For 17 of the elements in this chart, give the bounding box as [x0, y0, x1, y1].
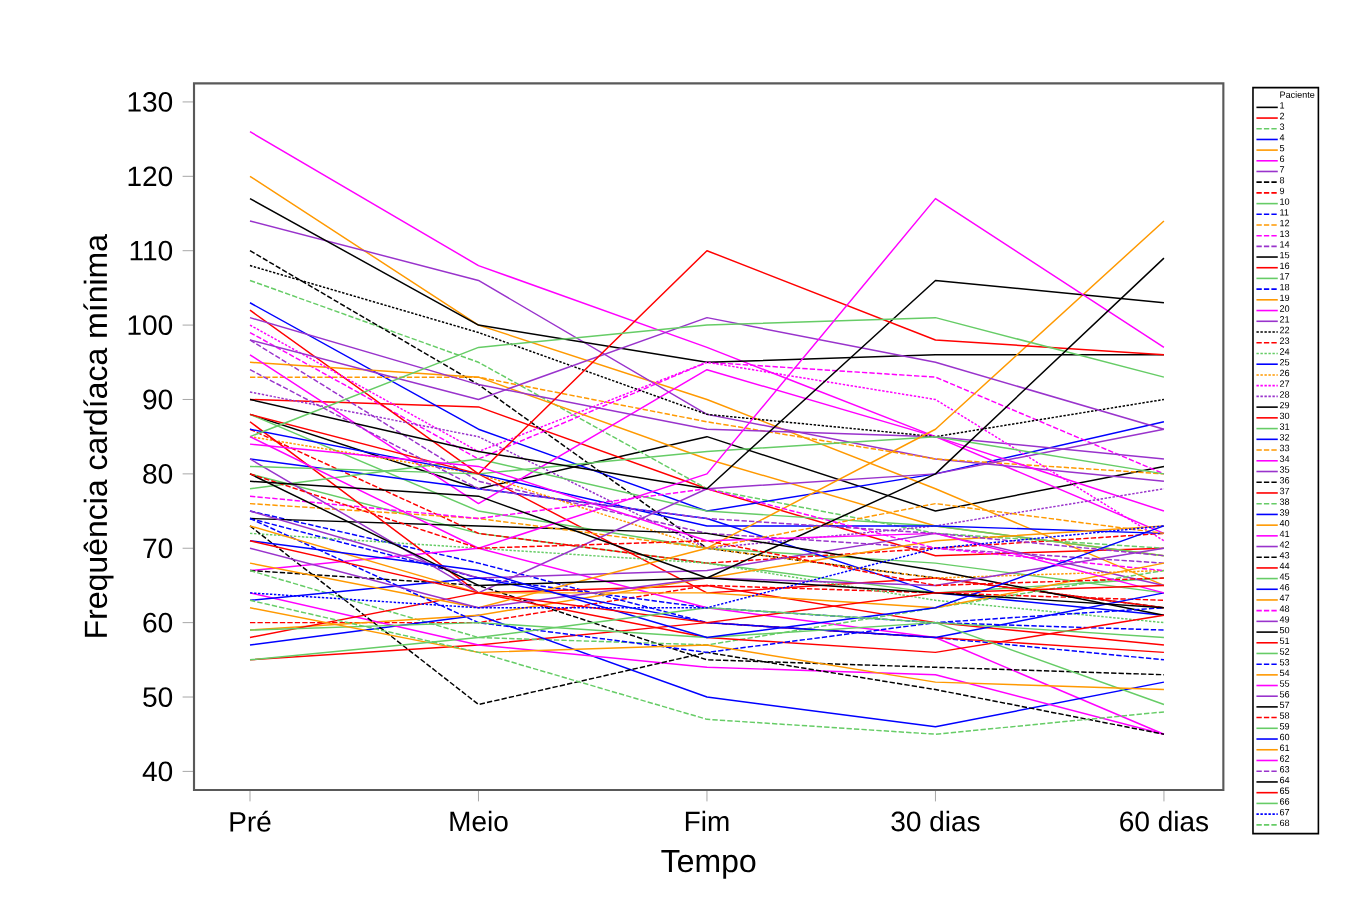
y-tick-label: 50	[143, 687, 173, 707]
x-tick-label: 60 dias	[1120, 810, 1209, 832]
y-tick-label: 120	[128, 166, 173, 187]
x-tick-label: Meio	[450, 810, 508, 832]
y-tick-label: 60	[143, 612, 173, 633]
x-axis-title: Tempo	[661, 850, 756, 879]
y-tick-label: 80	[143, 463, 173, 484]
y-tick-label: 90	[143, 389, 173, 410]
x-tick-label: 30 dias	[891, 810, 980, 832]
y-axis-title: Frequência cardíaca mínima	[83, 234, 114, 637]
x-tick-label: Fim	[685, 810, 729, 832]
x-tick-label: Pré	[230, 810, 271, 832]
y-tick-label: 40	[142, 761, 173, 782]
y-tick-label: 70	[143, 538, 173, 559]
y-tick-label: 110	[130, 240, 173, 261]
y-tick-label: 100	[128, 315, 173, 336]
y-tick-label: 130	[128, 92, 173, 112]
